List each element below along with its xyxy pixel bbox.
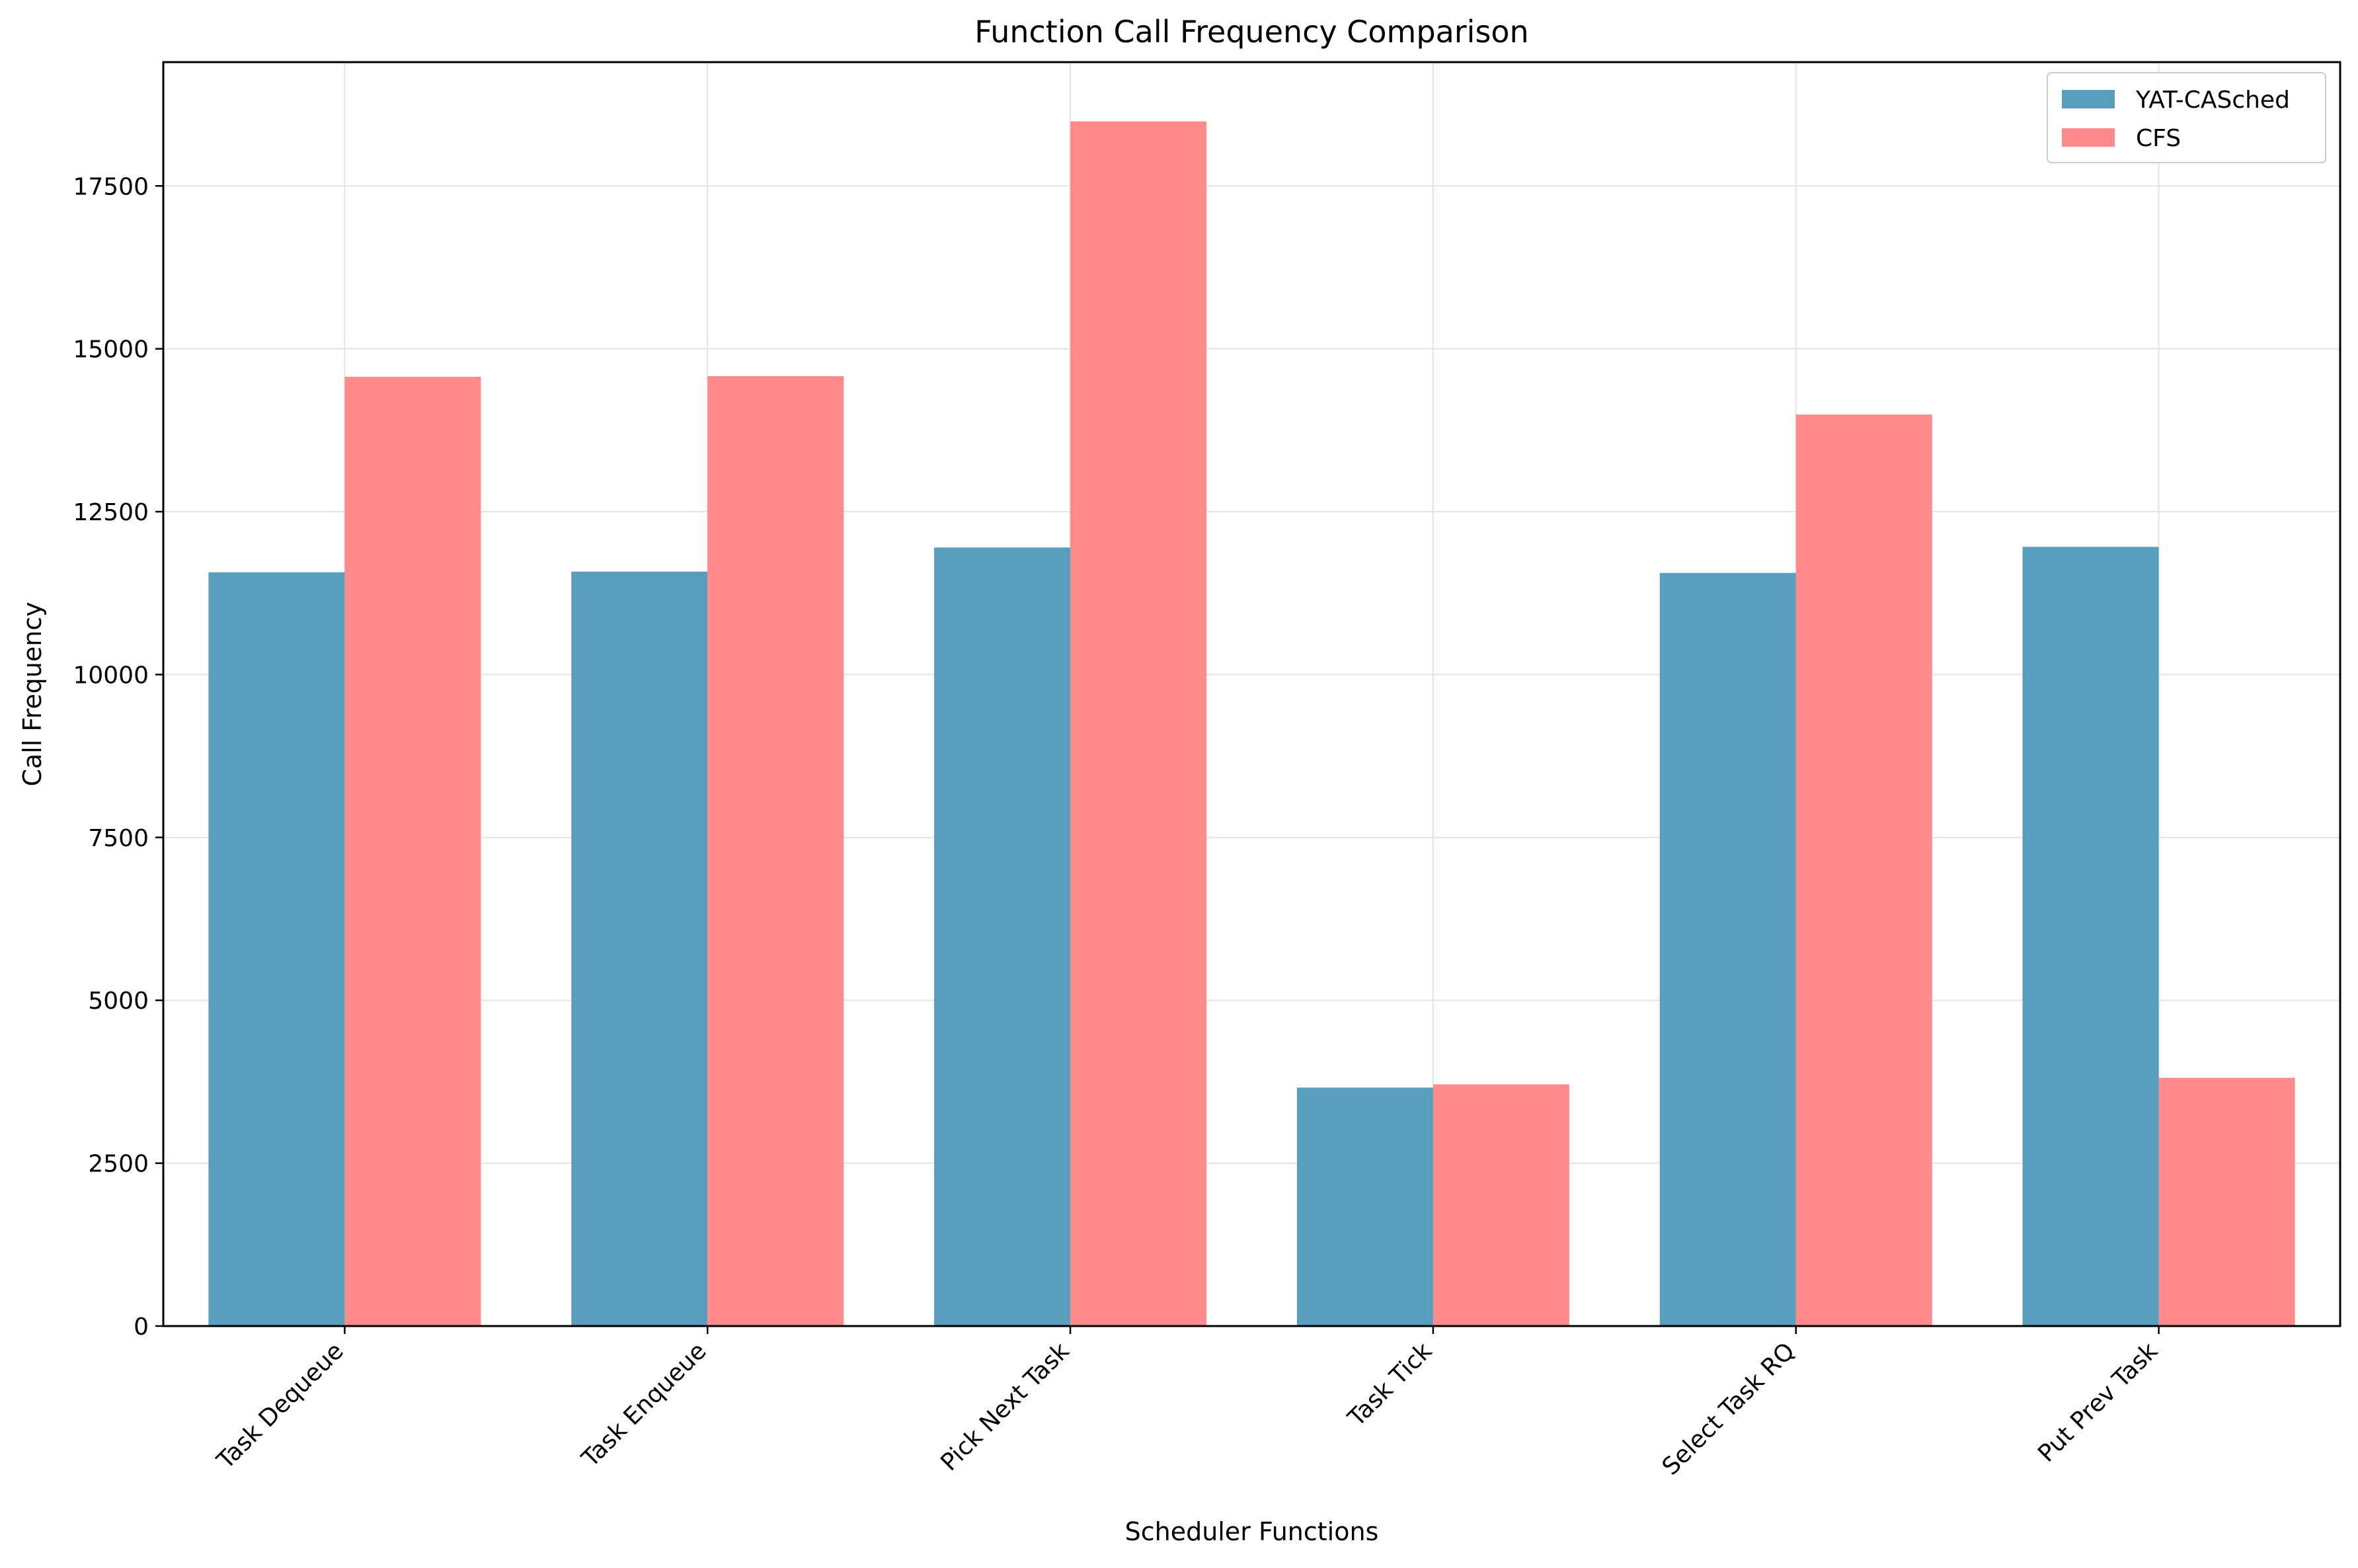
bar-cfs-0: [344, 377, 481, 1327]
legend-box: [2047, 72, 2326, 163]
bar-cfs-1: [707, 376, 844, 1327]
y-tick-label: 7500: [88, 825, 149, 852]
bar-cfs-3: [1433, 1084, 1569, 1326]
y-tick-label: 15000: [73, 336, 149, 364]
y-tick-label: 17500: [73, 173, 149, 200]
legend-label: YAT-CASched: [2135, 87, 2290, 114]
y-tick-label: 0: [134, 1313, 149, 1341]
legend-label: CFS: [2136, 125, 2181, 152]
y-tick-label: 2500: [88, 1151, 149, 1178]
legend-swatch: [2062, 128, 2115, 147]
bar-yat-casched-2: [934, 547, 1071, 1326]
bar-cfs-2: [1070, 121, 1207, 1326]
bar-cfs-5: [2158, 1078, 2295, 1326]
legend-swatch: [2062, 90, 2115, 108]
bar-cfs-4: [1795, 414, 1932, 1326]
bar-yat-casched-0: [208, 572, 345, 1326]
bar-yat-casched-3: [1296, 1087, 1433, 1326]
y-tick-label: 12500: [73, 499, 149, 526]
y-tick-label: 5000: [88, 988, 149, 1015]
bars: [208, 121, 2295, 1327]
chart-title: Function Call Frequency Comparison: [974, 14, 1528, 50]
x-axis-label: Scheduler Functions: [1125, 1517, 1379, 1546]
plot-frame: [162, 61, 2341, 1327]
y-axis-label: Call Frequency: [18, 602, 47, 786]
y-tick-label: 10000: [73, 662, 149, 689]
bar-yat-casched-4: [1659, 572, 1796, 1326]
bar-yat-casched-5: [2022, 547, 2159, 1326]
legend: YAT-CASched CFS: [2047, 72, 2326, 163]
bar-yat-casched-1: [571, 571, 708, 1326]
